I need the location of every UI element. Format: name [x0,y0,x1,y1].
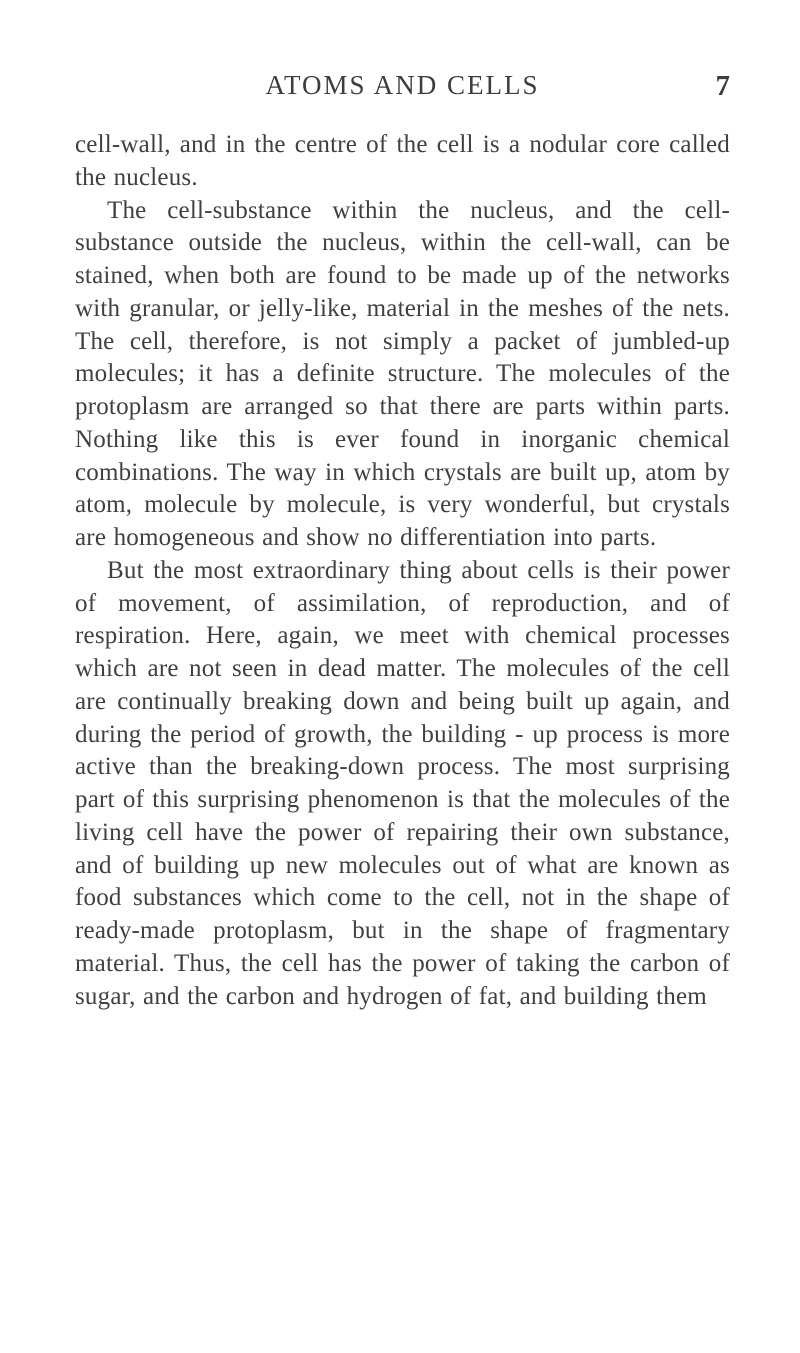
page-number: 7 [716,70,731,103]
chapter-title: ATOMS AND CELLS [265,70,539,101]
body-text: cell-wall, and in the centre of the cell… [75,129,730,1013]
paragraph-3: But the most extraordinary thing about c… [75,555,730,1014]
paragraph-2: The cell-substance within the nucleus, a… [75,195,730,555]
page-header: ATOMS AND CELLS 7 [75,70,730,101]
paragraph-1: cell-wall, and in the centre of the cell… [75,129,730,195]
